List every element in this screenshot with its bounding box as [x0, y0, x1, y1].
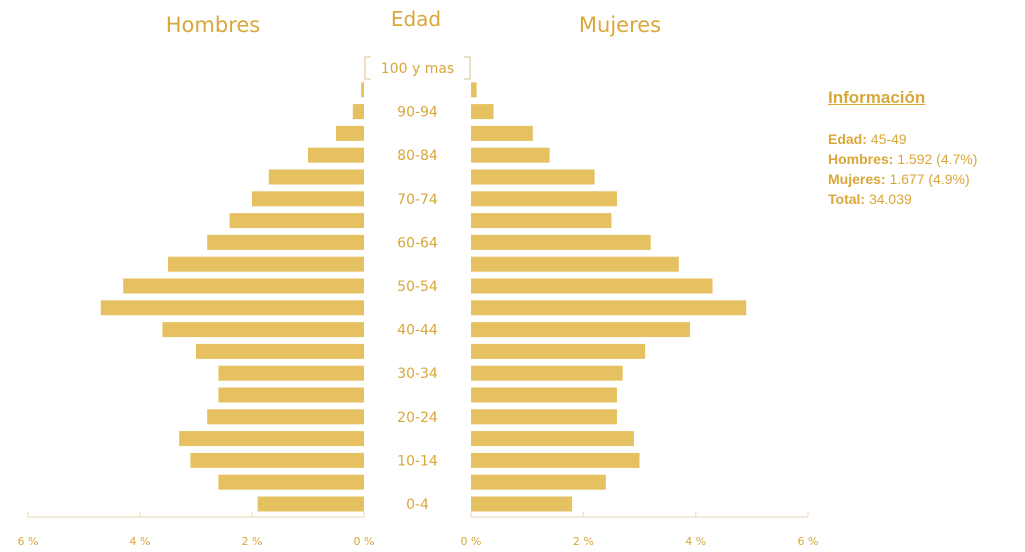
age-label: 90-94	[397, 105, 438, 121]
x-tick-label: 2 %	[573, 535, 594, 548]
bar-mujeres-65-69[interactable]	[471, 213, 612, 229]
bar-hombres-25-29[interactable]	[218, 387, 364, 403]
bar-hombres-75-79[interactable]	[268, 169, 364, 185]
bar-mujeres-5-9[interactable]	[471, 474, 606, 490]
info-title[interactable]: Información	[828, 88, 926, 107]
bar-mujeres-85-89[interactable]	[471, 125, 533, 141]
bar-mujeres-95-99[interactable]	[471, 82, 477, 98]
info-total: Total: 34.039	[828, 191, 912, 207]
age-label: 40-44	[397, 323, 438, 339]
bar-hombres-55-59[interactable]	[168, 256, 364, 272]
bar-mujeres-45-49[interactable]	[471, 300, 747, 316]
bar-hombres-90-94[interactable]	[352, 104, 364, 120]
x-tick-label: 6 %	[798, 535, 819, 548]
bar-hombres-95-99[interactable]	[361, 82, 364, 98]
age-label: 70-74	[397, 192, 438, 208]
bar-hombres-10-14[interactable]	[190, 452, 364, 468]
bar-mujeres-35-39[interactable]	[471, 343, 646, 359]
bar-hombres-40-44[interactable]	[162, 322, 364, 338]
x-tick-label: 4 %	[685, 535, 706, 548]
bar-mujeres-75-79[interactable]	[471, 169, 595, 185]
population-pyramid-chart: Hombres Edad Mujeres 0-4 10-14 20-24 30-34 4…	[18, 7, 819, 548]
center-title: Edad	[391, 7, 441, 31]
top-bracket-left	[364, 56, 371, 80]
age-label: 100 y mas	[381, 61, 454, 77]
bar-mujeres-30-34[interactable]	[471, 365, 623, 381]
bar-mujeres-80-84[interactable]	[471, 147, 550, 163]
info-mujeres: Mujeres: 1.677 (4.9%)	[828, 171, 970, 187]
bar-mujeres-15-19[interactable]	[471, 431, 634, 447]
info-panel: Información Edad: 45-49 Hombres: 1.592 (…	[828, 88, 977, 209]
age-label: 10-14	[397, 453, 438, 469]
age-label: 0-4	[406, 497, 429, 513]
bar-hombres-35-39[interactable]	[196, 343, 364, 359]
age-label: 80-84	[397, 148, 438, 164]
x-tick-label: 6 %	[18, 535, 39, 548]
info-edad: Edad: 45-49	[828, 131, 907, 147]
info-hombres: Hombres: 1.592 (4.7%)	[828, 151, 978, 167]
left-title: Hombres	[166, 13, 260, 37]
bar-hombres-65-69[interactable]	[229, 213, 364, 229]
x-tick-label: 0 %	[354, 535, 375, 548]
bar-mujeres-40-44[interactable]	[471, 322, 691, 338]
bar-hombres-60-64[interactable]	[207, 234, 364, 250]
bar-mujeres-25-29[interactable]	[471, 387, 618, 403]
x-tick-label: 0 %	[461, 535, 482, 548]
bar-mujeres-90-94[interactable]	[471, 104, 494, 120]
top-bracket-right	[464, 56, 471, 80]
bar-mujeres-20-24[interactable]	[471, 409, 618, 425]
bar-hombres-30-34[interactable]	[218, 365, 364, 381]
bar-mujeres-70-74[interactable]	[471, 191, 618, 207]
bar-hombres-50-54[interactable]	[123, 278, 364, 294]
right-title: Mujeres	[579, 13, 661, 37]
bar-mujeres-0-4[interactable]	[471, 496, 573, 512]
bar-hombres-0-4[interactable]	[257, 496, 364, 512]
age-label: 60-64	[397, 235, 438, 251]
bar-hombres-45-49[interactable]	[100, 300, 365, 316]
age-label: 20-24	[397, 410, 438, 426]
x-tick-label: 2 %	[242, 535, 263, 548]
bar-hombres-80-84[interactable]	[308, 147, 364, 163]
bar-mujeres-60-64[interactable]	[471, 234, 651, 250]
x-tick-label: 4 %	[130, 535, 151, 548]
bar-hombres-5-9[interactable]	[218, 474, 364, 490]
bar-mujeres-55-59[interactable]	[471, 256, 679, 272]
bar-hombres-85-89[interactable]	[336, 125, 364, 141]
age-label: 30-34	[397, 366, 438, 382]
bar-hombres-70-74[interactable]	[252, 191, 364, 207]
bar-hombres-15-19[interactable]	[179, 431, 364, 447]
bar-mujeres-50-54[interactable]	[471, 278, 713, 294]
bar-mujeres-10-14[interactable]	[471, 452, 640, 468]
bar-hombres-20-24[interactable]	[207, 409, 364, 425]
age-label: 50-54	[397, 279, 438, 295]
